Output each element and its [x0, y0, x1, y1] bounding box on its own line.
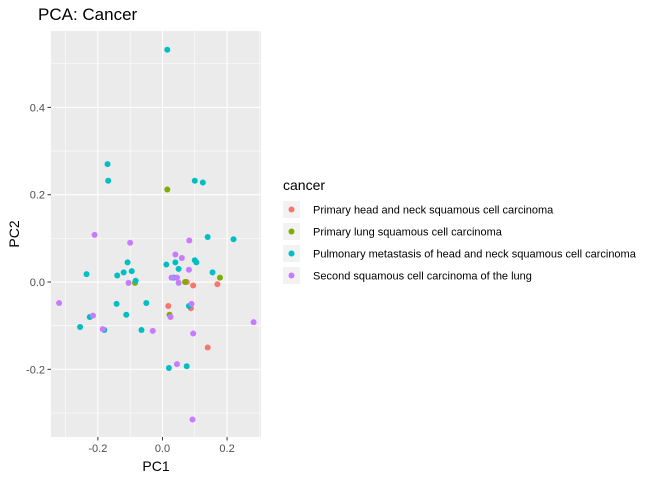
- data-points: [56, 46, 257, 423]
- data-point-series-3: [105, 177, 112, 184]
- y-axis: -0.2 0.0 0.2 0.4: [26, 102, 51, 376]
- data-point-series-4: [56, 299, 63, 306]
- legend-key-marker: [288, 228, 295, 235]
- data-point-series-1: [204, 344, 211, 351]
- x-tick-label: -0.2: [88, 443, 107, 455]
- data-point-series-3: [172, 259, 179, 266]
- y-tick-label: 0.4: [30, 102, 45, 114]
- data-point-series-4: [174, 361, 180, 368]
- data-point-series-4: [167, 313, 174, 320]
- data-point-series-1: [190, 282, 197, 289]
- legend: cancer Primary head and neck squamous ce…: [283, 177, 637, 284]
- major-gridlines: [51, 31, 261, 437]
- legend-title: cancer: [283, 177, 325, 193]
- data-point-series-3: [138, 327, 145, 334]
- data-point-series-3: [165, 365, 172, 372]
- data-point-series-3: [123, 311, 130, 318]
- data-point-series-4: [186, 237, 193, 244]
- data-point-series-3: [128, 268, 135, 275]
- data-point-series-4: [90, 312, 96, 319]
- data-point-series-4: [125, 279, 132, 286]
- legend-key-marker: [288, 250, 295, 257]
- legend-label: Pulmonary metastasis of head and neck sq…: [313, 249, 637, 261]
- data-point-series-4: [250, 319, 257, 326]
- legend-label: Primary head and neck squamous cell carc…: [313, 205, 554, 217]
- data-point-series-4: [172, 251, 179, 258]
- data-point-series-1: [165, 303, 172, 310]
- data-point-series-4: [190, 330, 197, 337]
- data-point-series-3: [77, 323, 84, 330]
- data-point-series-3: [124, 259, 131, 266]
- data-point-series-4: [168, 274, 175, 281]
- data-point-series-4: [174, 274, 180, 281]
- y-tick-label: -0.2: [26, 364, 45, 376]
- legend-items: Primary head and neck squamous cell carc…: [283, 201, 637, 284]
- data-point-series-2: [216, 274, 223, 281]
- data-point-series-4: [185, 266, 192, 273]
- data-point-series-3: [209, 269, 216, 276]
- data-point-series-3: [83, 271, 90, 278]
- y-axis-title: PC2: [6, 220, 22, 247]
- data-point-series-3: [175, 265, 182, 272]
- data-point-series-3: [164, 46, 171, 53]
- data-point-series-3: [163, 261, 170, 268]
- data-point-series-3: [183, 363, 190, 370]
- data-point-series-3: [104, 161, 111, 168]
- legend-key-marker: [288, 272, 295, 279]
- data-point-series-3: [199, 179, 206, 186]
- data-point-series-4: [188, 300, 195, 307]
- data-point-series-3: [143, 299, 150, 306]
- data-point-series-3: [193, 259, 200, 266]
- chart-title: PCA: Cancer: [38, 5, 138, 24]
- data-point-series-3: [204, 234, 211, 241]
- x-tick-label: 0.0: [155, 443, 170, 455]
- data-point-series-3: [114, 272, 121, 279]
- legend-label: Second squamous cell carcinoma of the lu…: [313, 271, 532, 283]
- data-point-series-4: [189, 416, 196, 423]
- data-point-series-4: [127, 239, 134, 246]
- legend-label: Primary lung squamous cell carcinoma: [313, 227, 503, 239]
- data-point-series-4: [149, 327, 156, 334]
- x-axis: -0.2 0.0 0.2: [88, 437, 235, 455]
- data-point-series-3: [191, 177, 198, 184]
- data-point-series-4: [91, 231, 98, 238]
- data-point-series-3: [230, 236, 237, 243]
- data-point-series-1: [214, 281, 221, 288]
- data-point-series-4: [99, 326, 106, 333]
- data-point-series-3: [132, 277, 139, 284]
- data-point-series-3: [113, 300, 120, 307]
- data-point-series-4: [178, 255, 185, 262]
- x-tick-label: 0.2: [219, 443, 234, 455]
- plot-panel: [51, 31, 261, 437]
- data-point-series-2: [182, 279, 189, 286]
- data-point-series-2: [164, 186, 171, 193]
- x-axis-title: PC1: [142, 458, 169, 474]
- legend-key-marker: [288, 206, 295, 213]
- data-point-series-4: [175, 279, 182, 286]
- y-tick-label: 0.2: [30, 190, 45, 202]
- y-tick-label: 0.0: [30, 277, 45, 289]
- data-point-series-3: [120, 269, 127, 276]
